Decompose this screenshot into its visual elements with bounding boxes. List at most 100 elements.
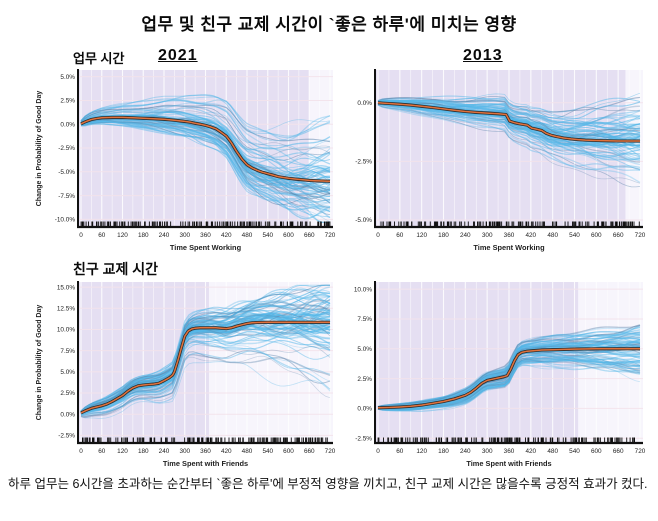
svg-text:480: 480 (547, 232, 558, 239)
x-axis-label: Time Spent with Friends (466, 459, 551, 468)
svg-text:180: 180 (438, 448, 449, 455)
svg-text:0.0%: 0.0% (357, 406, 372, 413)
svg-text:10.0%: 10.0% (354, 286, 372, 293)
svg-text:180: 180 (138, 448, 149, 455)
svg-text:720: 720 (635, 448, 646, 455)
figure-caption: 하루 업무는 6시간을 초과하는 순간부터 `좋은 하루'에 부정적 영향을 끼… (8, 477, 648, 491)
svg-text:540: 540 (262, 232, 273, 239)
svg-text:5.0%: 5.0% (357, 346, 372, 353)
svg-text:360: 360 (200, 448, 211, 455)
chart-work-2013: 0 60 120 180 240 300 360 420 480 540 600 660 720 0.0%… (343, 65, 649, 260)
svg-text:60: 60 (98, 448, 106, 455)
svg-text:60: 60 (98, 232, 106, 239)
svg-text:-7.5%: -7.5% (58, 193, 75, 200)
svg-text:0.0%: 0.0% (60, 411, 75, 418)
svg-text:600: 600 (591, 448, 602, 455)
center-line (377, 347, 640, 410)
gridlines (78, 70, 333, 227)
axes (77, 69, 333, 229)
svg-text:660: 660 (613, 232, 624, 239)
svg-text:540: 540 (569, 232, 580, 239)
svg-text:5.0%: 5.0% (60, 74, 75, 81)
rug-marks (80, 221, 331, 227)
density-shade-region (375, 70, 626, 227)
figure-title: 업무 및 친구 교제 시간이 `좋은 하루'에 미치는 영향 (141, 15, 517, 34)
svg-text:0: 0 (376, 232, 380, 239)
svg-text:-2.5%: -2.5% (355, 159, 372, 166)
svg-text:120: 120 (416, 232, 427, 239)
axes (374, 69, 643, 229)
x-axis-label: Time Spent Working (473, 243, 545, 252)
svg-text:-2.5%: -2.5% (58, 433, 75, 440)
svg-text:540: 540 (262, 448, 273, 455)
svg-text:5.0%: 5.0% (60, 369, 75, 376)
axes (77, 281, 333, 445)
svg-text:420: 420 (221, 448, 232, 455)
svg-text:300: 300 (482, 448, 493, 455)
svg-text:720: 720 (325, 448, 336, 455)
row-label-work-time: 업무 시간 (73, 51, 125, 66)
y-axis-label: Change in Probability of Good Day (36, 305, 43, 421)
svg-text:360: 360 (504, 448, 515, 455)
chart-friends-2021: 0 60 120 180 240 300 360 420 480 540 600 660 720 15.0… (33, 277, 339, 476)
chart-svg-friends-2013: 0 60 120 180 240 300 360 420 480 540 600 660 720 10.0… (354, 281, 646, 468)
svg-text:15.0%: 15.0% (57, 284, 75, 291)
svg-text:360: 360 (504, 232, 515, 239)
chart-svg-work-2013: 0 60 120 180 240 300 360 420 480 540 600 660 720 0.0%… (355, 69, 646, 252)
svg-text:240: 240 (460, 232, 471, 239)
svg-text:300: 300 (482, 232, 493, 239)
svg-text:480: 480 (242, 232, 253, 239)
svg-text:360: 360 (200, 232, 211, 239)
svg-text:2.5%: 2.5% (60, 98, 75, 105)
tick-labels: 0 60 120 180 240 300 360 420 480 540 600 660 720 0.0%… (355, 100, 645, 239)
svg-text:180: 180 (138, 232, 149, 239)
center-line (80, 115, 331, 183)
center-line (377, 101, 640, 143)
svg-text:0: 0 (79, 448, 83, 455)
svg-text:240: 240 (159, 232, 170, 239)
gridlines (375, 70, 643, 227)
center-line (80, 320, 330, 415)
column-header-2013: 2013 (463, 47, 503, 64)
svg-text:-5.0%: -5.0% (58, 169, 75, 176)
svg-text:300: 300 (179, 232, 190, 239)
chart-svg-friends-2021: 0 60 120 180 240 300 360 420 480 540 600 660 720 15.0… (36, 281, 336, 468)
rug-marks (82, 437, 328, 443)
svg-text:660: 660 (613, 448, 624, 455)
y-axis-label: Change in Probability of Good Day (36, 91, 43, 207)
column-header-2021: 2021 (158, 47, 198, 64)
svg-text:420: 420 (525, 232, 536, 239)
svg-text:10.0%: 10.0% (57, 327, 75, 334)
svg-text:660: 660 (304, 448, 315, 455)
svg-text:420: 420 (221, 232, 232, 239)
svg-text:600: 600 (591, 232, 602, 239)
svg-text:12.5%: 12.5% (57, 306, 75, 313)
axes (374, 281, 643, 445)
svg-text:0.0%: 0.0% (357, 100, 372, 107)
svg-text:120: 120 (117, 448, 128, 455)
svg-text:60: 60 (396, 232, 404, 239)
svg-text:-5.0%: -5.0% (355, 217, 372, 224)
svg-text:240: 240 (460, 448, 471, 455)
svg-text:60: 60 (396, 448, 404, 455)
svg-text:0.0%: 0.0% (60, 121, 75, 128)
svg-text:600: 600 (283, 448, 294, 455)
svg-text:600: 600 (283, 232, 294, 239)
x-axis-label: Time Spent with Friends (163, 459, 248, 468)
svg-text:-2.5%: -2.5% (58, 145, 75, 152)
svg-text:120: 120 (117, 232, 128, 239)
svg-text:2.5%: 2.5% (60, 390, 75, 397)
row-label-friends-time: 친구 교제 시간 (73, 261, 159, 277)
chart-svg-work-2021: 0 60 120 180 240 300 360 420 480 540 600 660 720 5.0%… (36, 69, 336, 252)
svg-text:7.5%: 7.5% (60, 348, 75, 355)
tick-labels: 0 60 120 180 240 300 360 420 480 540 600 660 720 5.0%… (55, 74, 336, 239)
svg-text:480: 480 (242, 448, 253, 455)
svg-text:120: 120 (416, 448, 427, 455)
svg-text:420: 420 (525, 448, 536, 455)
svg-text:240: 240 (159, 448, 170, 455)
svg-text:-2.5%: -2.5% (355, 435, 372, 442)
svg-text:0: 0 (79, 232, 83, 239)
svg-text:660: 660 (304, 232, 315, 239)
svg-text:0: 0 (376, 448, 380, 455)
